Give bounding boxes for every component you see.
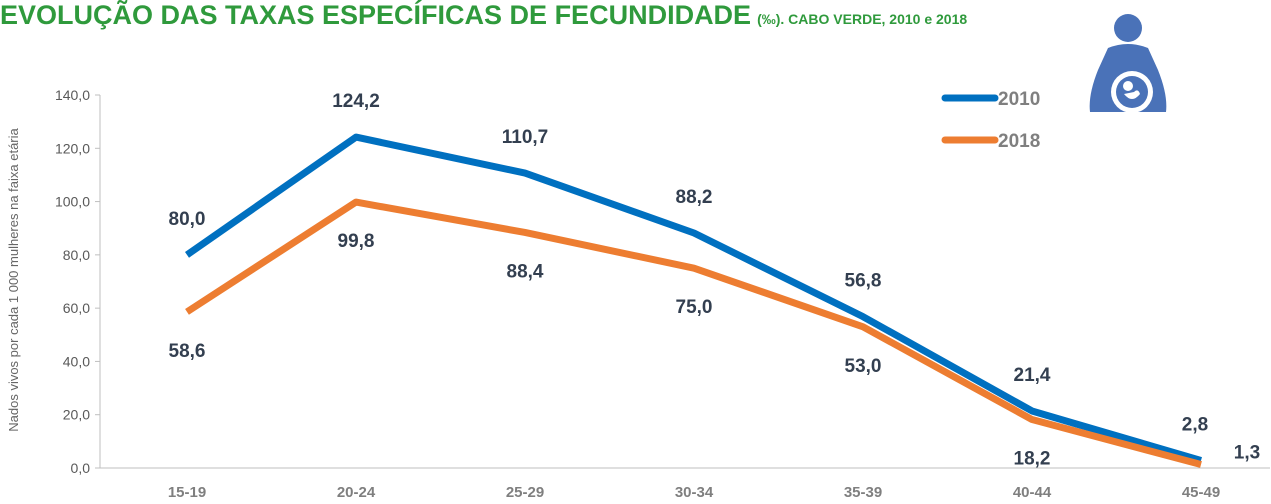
x-tick-label: 45-49	[1182, 484, 1220, 501]
y-tick-label: 100,0	[55, 194, 90, 210]
data-label: 58,6	[169, 341, 206, 362]
data-label: 56,8	[845, 271, 882, 292]
y-tick-label: 80,0	[63, 247, 90, 263]
x-tick-label: 35-39	[844, 484, 882, 501]
icon	[1089, 14, 1167, 113]
data-label: 21,4	[1014, 365, 1051, 386]
y-tick-label: 60,0	[63, 300, 90, 316]
data-label: 1,3	[1234, 443, 1260, 464]
data-label: 88,2	[676, 187, 713, 208]
y-tick-label: 120,0	[55, 140, 90, 156]
line	[184, 133, 1202, 464]
data-label: 2,8	[1182, 415, 1208, 436]
y-tick-label: 0,0	[71, 460, 91, 476]
y-tick-label: 20,0	[63, 407, 90, 423]
data-label: 75,0	[676, 297, 713, 318]
data-label: 53,0	[845, 356, 882, 377]
data-label: 110,7	[502, 127, 549, 148]
data-label: 99,8	[338, 231, 375, 252]
legend-label: 2010	[998, 89, 1040, 110]
data-label: 124,2	[332, 91, 380, 112]
subtitle: (‰). CABO VERDE, 2010 e 2018	[757, 11, 967, 27]
x-tick-label: 20-24	[337, 484, 376, 501]
y-axis-label: Nados vivos por cada 1 000 mulheres na f…	[6, 127, 21, 431]
data-label: 18,2	[1014, 449, 1051, 470]
data-label: 80,0	[169, 209, 206, 230]
line	[185, 198, 1202, 468]
y-tick-label: 140,0	[55, 87, 90, 103]
x-tick-label: 25-29	[506, 484, 544, 501]
title: EVOLUÇÃO DAS TAXAS ESPECÍFICAS DE FECUND…	[0, 0, 751, 30]
legend-label: 2018	[998, 131, 1040, 152]
y-tick-label: 40,0	[63, 353, 90, 369]
x-tick-label: 30-34	[675, 484, 714, 501]
x-tick-label: 15-19	[168, 484, 206, 501]
chart-title: EVOLUÇÃO DAS TAXAS ESPECÍFICAS DE FECUND…	[0, 0, 967, 30]
data-label: 88,4	[507, 261, 544, 282]
x-tick-label: 40-44	[1013, 484, 1052, 501]
